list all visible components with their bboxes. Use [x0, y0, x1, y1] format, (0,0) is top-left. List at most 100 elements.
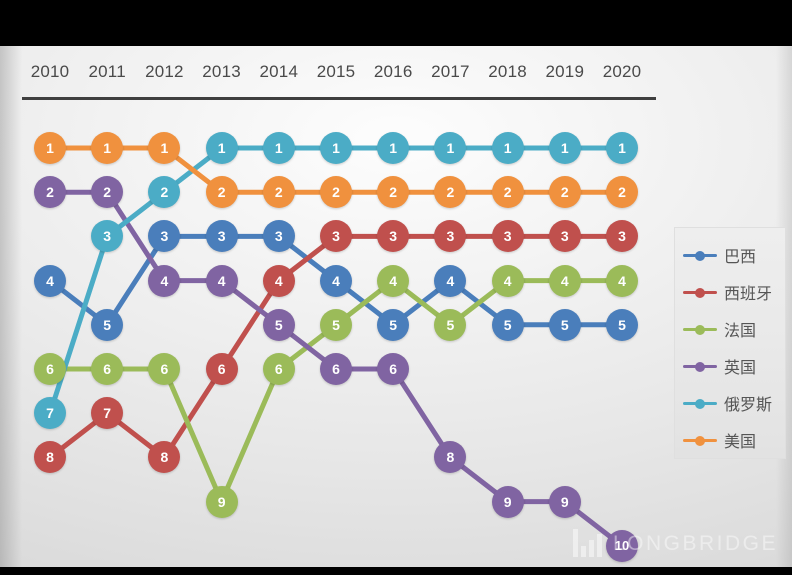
data-point[interactable]: 1 — [34, 132, 66, 164]
data-point[interactable]: 2 — [205, 176, 238, 209]
data-point[interactable]: 7 — [34, 397, 66, 430]
data-point[interactable]: 1 — [262, 132, 295, 164]
data-point[interactable]: 1 — [491, 132, 524, 164]
data-point[interactable]: 6 — [262, 353, 295, 385]
data-point[interactable]: 1 — [148, 132, 181, 164]
data-point[interactable]: 5 — [606, 308, 638, 341]
data-point[interactable]: 1 — [91, 132, 124, 164]
data-point[interactable]: 8 — [434, 441, 467, 474]
x-axis-year-2016: 2016 — [373, 62, 413, 81]
x-axis-year-labels: 2010 2011 2012 2013 2014 2015 2016 2017 2018 2019… — [22, 62, 656, 106]
letterbox-bottom — [0, 567, 792, 575]
data-point[interactable]: 3 — [91, 220, 124, 253]
data-point[interactable]: 2 — [148, 176, 181, 209]
data-point[interactable]: 6 — [205, 353, 238, 385]
data-point[interactable]: 4 — [262, 264, 295, 297]
legend-swatch-icon — [683, 433, 717, 447]
data-point[interactable]: 2 — [91, 176, 124, 209]
data-point[interactable]: 6 — [377, 353, 410, 385]
legend-swatch-icon — [683, 285, 717, 299]
x-axis-year-2012: 2012 — [145, 62, 184, 81]
longbridge-watermark: LONGBRIDGE — [572, 523, 778, 557]
x-axis-year-2010: 2010 — [30, 62, 70, 81]
data-point[interactable]: 2 — [606, 176, 638, 209]
data-point[interactable]: 4 — [205, 264, 238, 297]
data-point[interactable]: 6 — [91, 353, 124, 385]
legend-item-label: 英国 — [724, 357, 757, 377]
legend-item-label: 西班牙 — [724, 283, 773, 303]
legend-swatch-icon — [683, 322, 717, 336]
data-point[interactable]: 3 — [205, 220, 238, 253]
data-point[interactable]: 3 — [491, 220, 524, 253]
slide-canvas: 2010 2011 2012 2013 2014 2015 2016 2017 2018 2019… — [0, 46, 792, 567]
legend-item-2[interactable]: 法国 — [675, 310, 785, 347]
legend-item-5[interactable]: 美国 — [675, 421, 785, 458]
data-point[interactable]: 9 — [491, 485, 524, 518]
data-point[interactable]: 2 — [320, 176, 352, 209]
data-point[interactable]: 4 — [491, 264, 524, 297]
legend-item-4[interactable]: 俄罗斯 — [675, 384, 785, 421]
data-point[interactable]: 7 — [91, 397, 124, 430]
x-axis-year-2017: 2017 — [431, 62, 470, 81]
data-point[interactable]: 2 — [548, 176, 581, 209]
legend-swatch-icon — [683, 359, 717, 373]
data-point[interactable]: 6 — [34, 353, 66, 385]
x-axis-year-2018: 2018 — [488, 62, 527, 81]
data-point[interactable]: 4 — [606, 264, 638, 297]
data-point[interactable]: 1 — [548, 132, 581, 164]
data-point[interactable]: 8 — [34, 441, 66, 474]
data-point[interactable]: 3 — [606, 220, 638, 253]
x-axis-year-2011: 2011 — [88, 62, 126, 81]
x-axis-year-2015: 2015 — [316, 62, 356, 81]
data-point[interactable]: 2 — [491, 176, 524, 209]
data-point[interactable]: 5 — [377, 308, 410, 341]
data-point[interactable]: 5 — [548, 308, 581, 341]
data-point[interactable]: 3 — [320, 220, 352, 253]
data-point[interactable]: 4 — [548, 264, 581, 297]
data-point[interactable]: 9 — [205, 485, 238, 518]
data-point[interactable]: 3 — [377, 220, 410, 253]
data-point[interactable]: 2 — [434, 176, 467, 209]
letterbox-top — [0, 0, 792, 46]
legend-item-label: 巴西 — [724, 246, 757, 266]
data-point[interactable]: 8 — [148, 441, 181, 474]
data-point[interactable]: 3 — [548, 220, 581, 253]
data-point[interactable]: 4 — [148, 264, 181, 297]
data-point[interactable]: 3 — [148, 220, 181, 253]
legend-item-0[interactable]: 巴西 — [675, 236, 785, 273]
data-point[interactable]: 6 — [320, 353, 352, 385]
data-point[interactable]: 3 — [262, 220, 295, 253]
data-point[interactable]: 4 — [377, 264, 410, 297]
legend-item-1[interactable]: 西班牙 — [675, 273, 785, 310]
data-point[interactable]: 1 — [434, 132, 467, 164]
data-point[interactable]: 4 — [320, 264, 352, 297]
data-point[interactable]: 4 — [34, 264, 66, 297]
legend-item-label: 法国 — [724, 320, 757, 340]
data-point[interactable]: 1 — [377, 132, 410, 164]
data-point[interactable]: 3 — [434, 220, 467, 253]
data-point[interactable]: 6 — [148, 353, 181, 385]
data-point[interactable]: 2 — [262, 176, 295, 209]
data-point[interactable]: 2 — [34, 176, 66, 209]
data-point[interactable]: 9 — [548, 485, 581, 518]
data-point[interactable]: 5 — [91, 308, 124, 341]
data-point[interactable]: 10 — [606, 529, 638, 562]
data-point[interactable]: 1 — [606, 132, 638, 164]
data-point[interactable]: 5 — [434, 308, 467, 341]
legend-item-label: 美国 — [724, 431, 757, 451]
data-point[interactable]: 4 — [434, 264, 467, 297]
data-point[interactable]: 1 — [320, 132, 352, 164]
x-axis-rule — [22, 97, 656, 100]
data-point[interactable]: 2 — [377, 176, 410, 209]
legend-item-3[interactable]: 英国 — [675, 347, 785, 384]
data-point[interactable]: 5 — [320, 308, 352, 341]
x-axis-year-2014: 2014 — [259, 62, 299, 81]
bar-chart-logo-icon — [572, 527, 605, 557]
data-point[interactable]: 5 — [491, 308, 524, 341]
legend-swatch-icon — [683, 396, 717, 410]
data-point[interactable]: 5 — [262, 308, 295, 341]
x-axis-year-2019: 2019 — [545, 62, 585, 81]
data-point[interactable]: 1 — [205, 132, 238, 164]
